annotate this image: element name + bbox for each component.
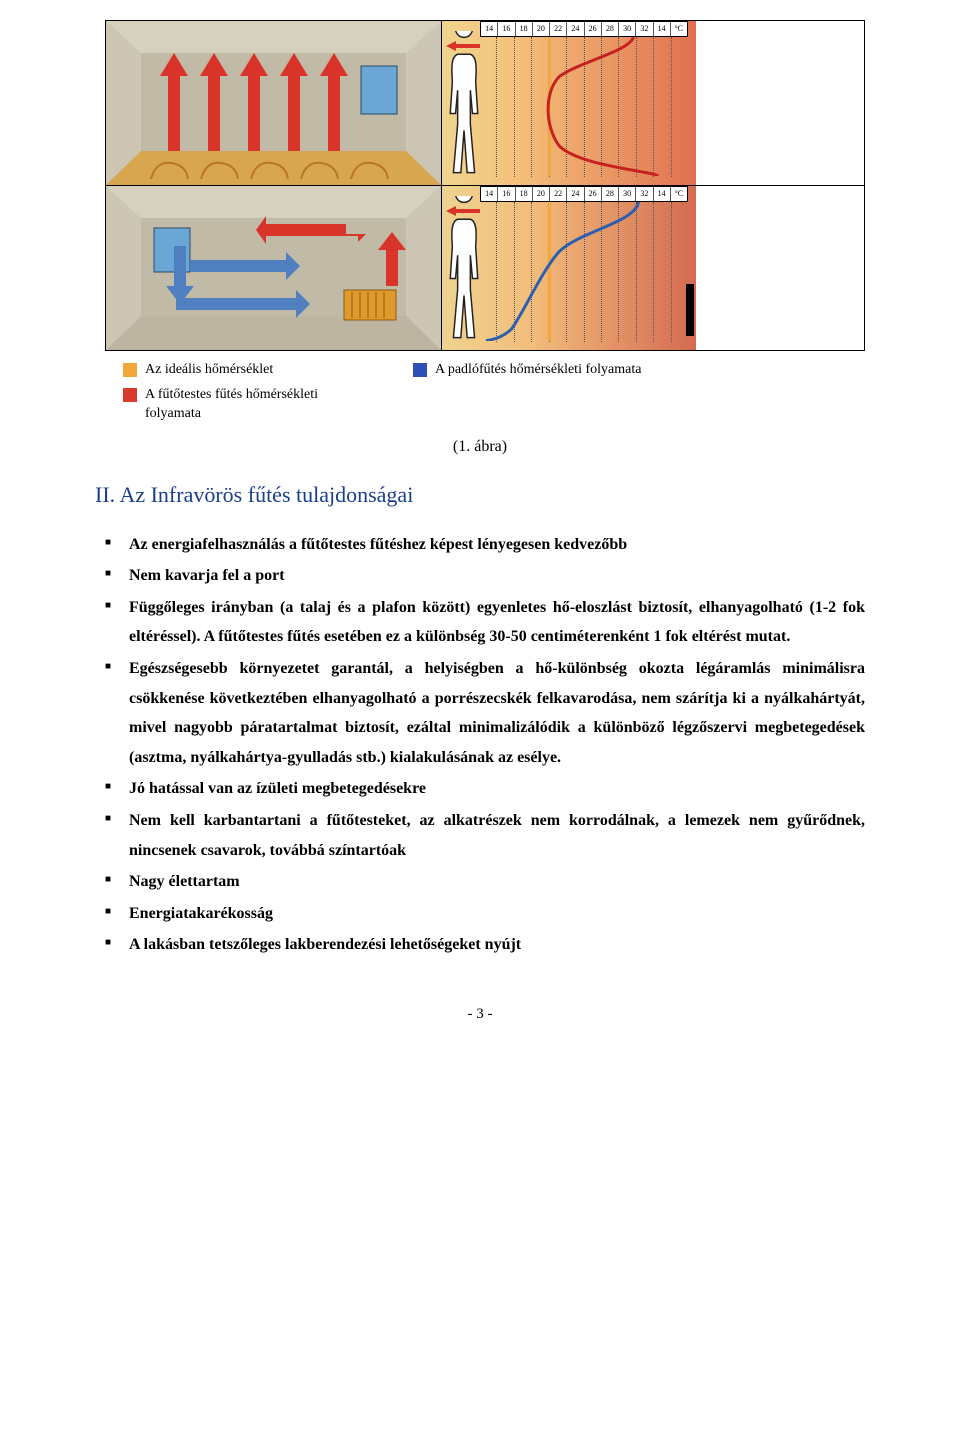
- legend-swatch-floor: [413, 363, 427, 377]
- section-heading: II. Az Infravörös fűtés tulajdonságai: [95, 482, 865, 508]
- silhouette-icon: [440, 31, 488, 179]
- legend-label-floor: A padlófűtés hőmérsékleti folyamata: [435, 361, 641, 380]
- list-item: Az energiafelhasználás a fűtőtestes fűté…: [129, 530, 865, 560]
- legend-swatch-ideal: [123, 363, 137, 377]
- diagram-row-bottom: 14 16 18 20 22 24 26 28 30 32 14 °C: [105, 186, 865, 351]
- chart-scale-bottom: 14 16 18 20 22 24 26 28 30 32 14 °C: [480, 186, 688, 202]
- list-item: Nem kavarja fel a port: [129, 561, 865, 591]
- list-item: Nem kell karbantartani a fűtőtesteket, a…: [129, 806, 865, 865]
- figure-caption: (1. ábra): [95, 438, 865, 456]
- section-title-text: Az Infravörös fűtés tulajdonságai: [119, 482, 413, 507]
- silhouette-icon: [440, 196, 488, 344]
- list-item: Függőleges irányban (a talaj és a plafon…: [129, 593, 865, 652]
- list-item: Jó hatással van az ízületi megbetegedése…: [129, 774, 865, 804]
- chart-scale-top: 14 16 18 20 22 24 26 28 30 32 14 °C: [480, 21, 688, 37]
- section-number: II.: [95, 482, 115, 507]
- legend-label-radiator: A fűtőtestes fűtés hőmérsékleti folyamat…: [145, 386, 365, 424]
- chart-curve-bottom: [480, 202, 688, 341]
- diagram-row-top: 14 16 18 20 22 24 26 28 30 32 14 °C: [105, 20, 865, 186]
- page-number: - 3 -: [95, 1006, 865, 1023]
- legend-label-ideal: Az ideális hőmérséklet: [145, 361, 273, 380]
- list-item: Egészségesebb környezetet garantál, a he…: [129, 654, 865, 772]
- list-item: Energiatakarékosság: [129, 899, 865, 929]
- chart-ideal-vs-floor: 14 16 18 20 22 24 26 28 30 32 14 °C: [441, 21, 696, 185]
- legend: Az ideális hőmérséklet A fűtőtestes fűté…: [123, 361, 865, 424]
- chart-curve-top: [480, 37, 688, 176]
- room-radiator: [106, 186, 441, 350]
- properties-list: Az energiafelhasználás a fűtőtestes fűté…: [95, 530, 865, 960]
- figure-panel: 14 16 18 20 22 24 26 28 30 32 14 °C: [105, 20, 865, 424]
- legend-swatch-radiator: [123, 388, 137, 402]
- list-item: A lakásban tetszőleges lakberendezési le…: [129, 930, 865, 960]
- chart-radiator: 14 16 18 20 22 24 26 28 30 32 14 °C: [441, 186, 696, 350]
- room-underfloor: [106, 21, 441, 185]
- list-item: Nagy élettartam: [129, 867, 865, 897]
